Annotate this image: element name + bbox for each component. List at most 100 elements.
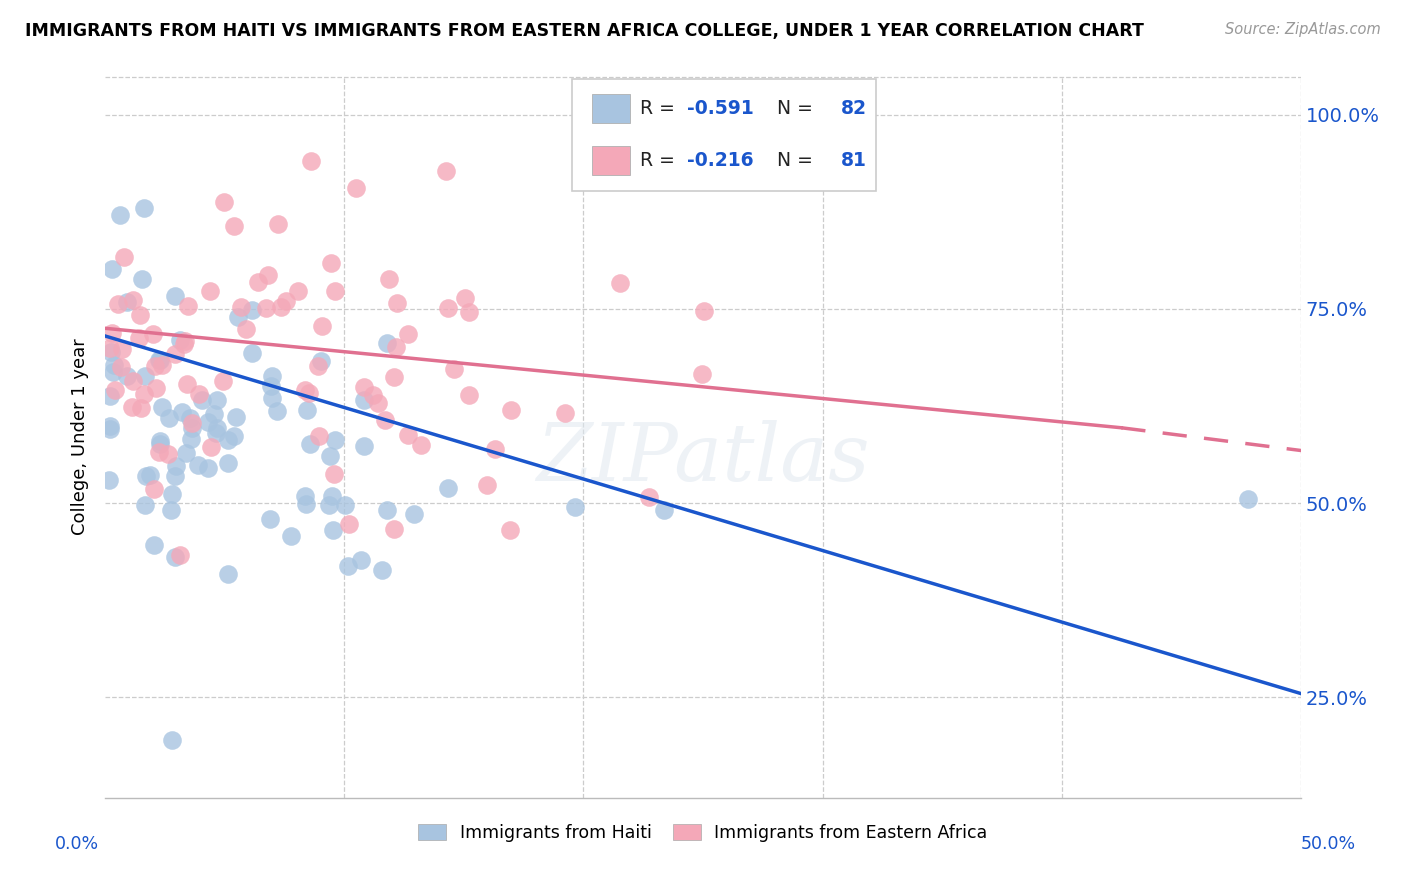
Point [311,318,333,333]
Point [205,425,228,440]
Point [128,331,150,345]
Point [180,432,202,446]
Point [110,360,132,375]
Point [176,376,198,391]
Legend: Immigrants from Haiti, Immigrants from Eastern Africa: Immigrants from Haiti, Immigrants from E… [412,817,994,849]
Point [160,487,183,501]
Point [307,359,329,374]
Point [259,511,281,525]
Point [337,517,360,532]
FancyBboxPatch shape [592,146,630,175]
Point [143,359,166,373]
Point [103,365,125,379]
Point [132,387,155,401]
Point [104,383,127,397]
Point [214,194,236,209]
Point [101,326,124,341]
Point [98,473,121,487]
Point [149,434,172,448]
Point [564,500,586,514]
Point [179,410,201,425]
Point [143,538,166,552]
Point [266,404,288,418]
Point [163,289,186,303]
Point [384,522,406,536]
Point [475,477,498,491]
Point [98,419,121,434]
Point [115,295,138,310]
Point [205,421,228,435]
Point [256,268,278,282]
Point [554,406,576,420]
Point [375,503,398,517]
Point [226,310,249,324]
Point [501,402,523,417]
Y-axis label: College, Under 1 year: College, Under 1 year [70,339,89,535]
Point [108,208,131,222]
Text: Source: ZipAtlas.com: Source: ZipAtlas.com [1225,22,1381,37]
Point [163,347,186,361]
Point [484,442,506,456]
Point [411,438,433,452]
Text: R =: R = [640,98,681,118]
Point [131,401,153,416]
Point [98,388,121,402]
Point [254,301,277,315]
Text: 50.0%: 50.0% [1301,835,1357,853]
Point [240,346,263,360]
Point [434,164,457,178]
Point [217,434,239,448]
Point [148,353,170,368]
Point [276,293,298,308]
Point [198,284,221,298]
Point [371,563,394,577]
Point [180,416,202,430]
Point [262,368,284,383]
Point [693,304,716,318]
Point [294,383,316,397]
Point [128,308,150,322]
Text: N =: N = [765,151,820,170]
Point [107,296,129,310]
Point [454,291,477,305]
Point [235,322,257,336]
Point [165,459,187,474]
Point [157,411,180,425]
FancyBboxPatch shape [592,94,630,122]
Point [134,498,156,512]
Point [323,433,346,447]
Point [396,326,419,341]
Point [121,400,143,414]
Point [344,181,367,195]
Point [148,444,170,458]
Point [139,467,162,482]
Point [122,293,145,308]
Point [135,468,157,483]
Point [350,553,373,567]
Point [160,733,183,747]
Point [267,217,290,231]
Point [247,275,270,289]
Text: 81: 81 [841,151,866,170]
Point [385,340,408,354]
Point [169,548,191,562]
Point [181,420,204,434]
Point [190,392,212,407]
Point [335,499,357,513]
Point [98,422,121,436]
Point [297,402,319,417]
Point [297,386,319,401]
Point [353,392,375,407]
Point [280,529,302,543]
Point [402,507,425,521]
Point [457,304,479,318]
Point [375,335,398,350]
Point [367,395,389,409]
Point [132,201,155,215]
Text: -0.216: -0.216 [688,151,754,170]
Point [197,415,219,429]
Point [309,354,332,368]
Point [458,388,481,402]
Point [437,301,460,315]
Point [134,368,156,383]
